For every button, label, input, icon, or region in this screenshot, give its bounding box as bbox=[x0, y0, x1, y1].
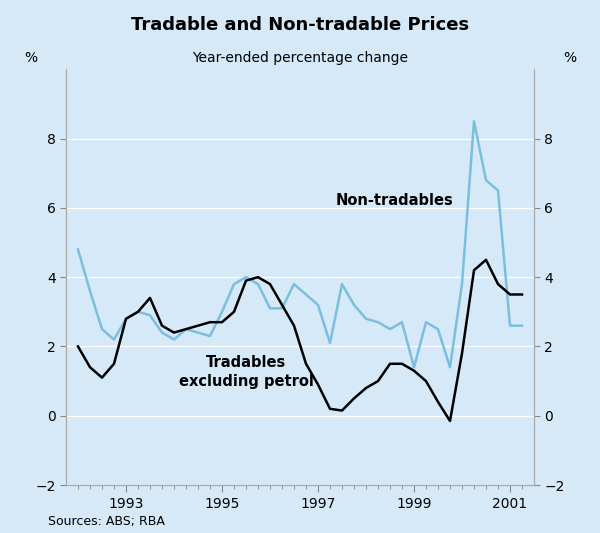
Text: Tradables: Tradables bbox=[206, 354, 286, 369]
Text: Sources: ABS; RBA: Sources: ABS; RBA bbox=[48, 515, 165, 528]
Text: excluding petrol: excluding petrol bbox=[179, 374, 313, 389]
Text: Non-tradables: Non-tradables bbox=[336, 193, 454, 208]
Text: Year-ended percentage change: Year-ended percentage change bbox=[192, 51, 408, 64]
Text: Tradable and Non-tradable Prices: Tradable and Non-tradable Prices bbox=[131, 16, 469, 34]
Text: %: % bbox=[24, 51, 37, 65]
Text: %: % bbox=[563, 51, 576, 65]
